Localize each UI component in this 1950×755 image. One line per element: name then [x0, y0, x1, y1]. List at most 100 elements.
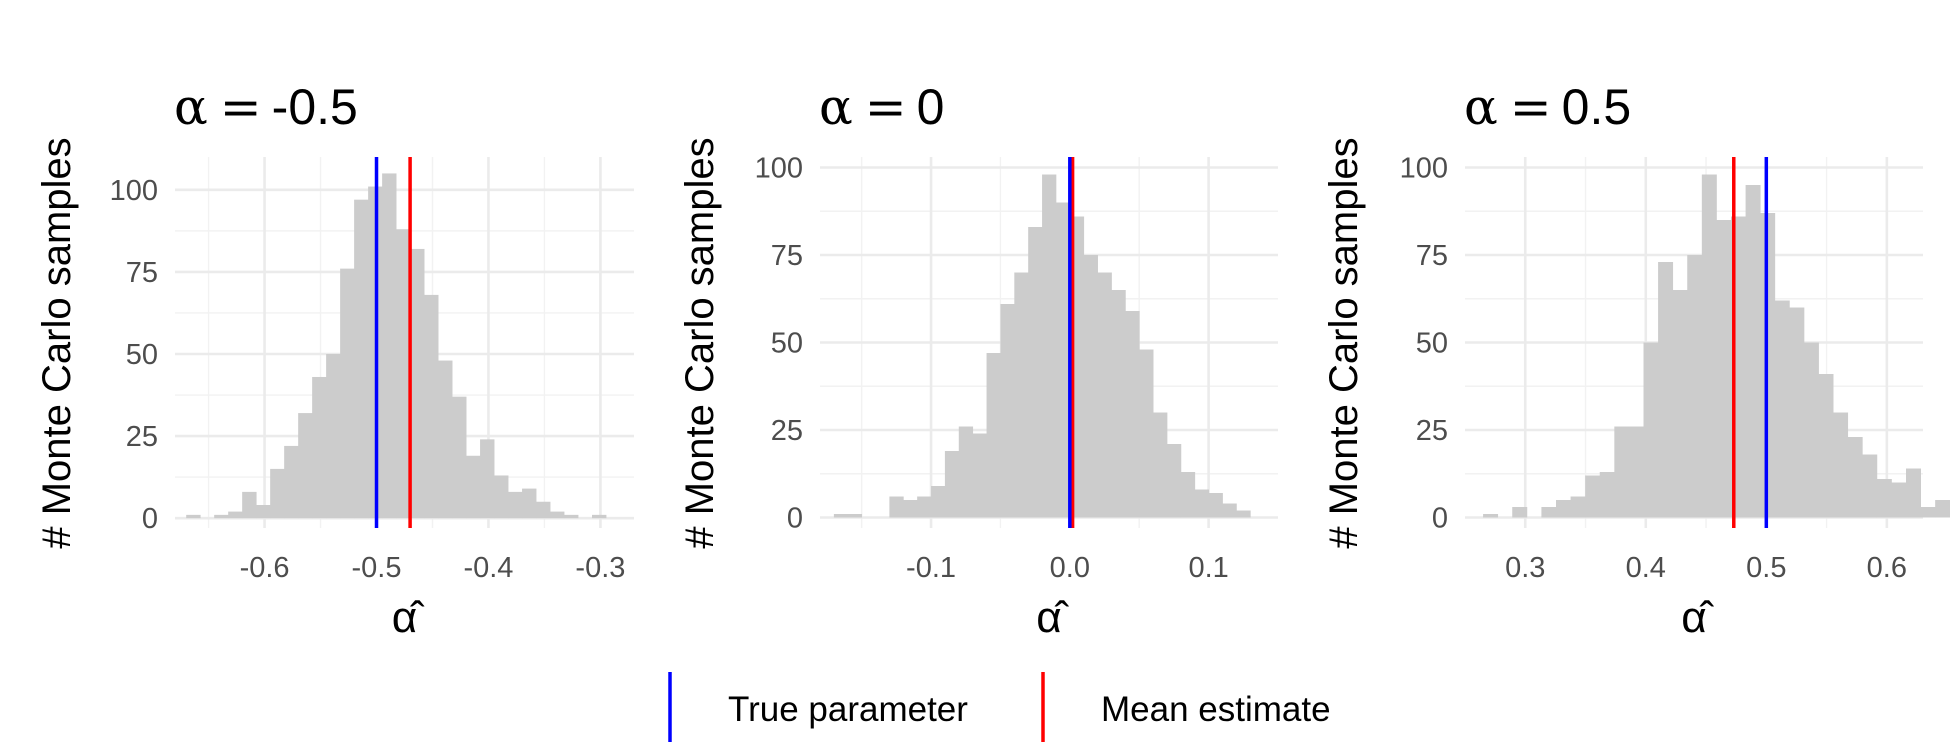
x-tick-label: 0.3 [1505, 552, 1545, 584]
y-tick-label: 100 [1400, 153, 1448, 185]
histogram-bar [438, 360, 453, 519]
histogram-bar [1920, 507, 1936, 518]
y-tick-label: 0 [1432, 503, 1448, 535]
histogram-bar [1847, 437, 1863, 518]
histogram-bar [382, 173, 397, 519]
histogram-bar [1833, 412, 1849, 518]
histogram-bar [1643, 342, 1659, 518]
histogram-bar [1585, 475, 1601, 518]
histogram-bar [1512, 507, 1528, 518]
histogram-bar [972, 433, 987, 518]
y-tick-label: 50 [771, 328, 803, 360]
histogram-bar [1701, 174, 1717, 518]
histogram-bar [944, 451, 960, 518]
histogram-bar [931, 486, 946, 518]
histogram-bar [592, 514, 607, 519]
title-equals: = [1510, 78, 1552, 136]
y-tick-label: 25 [1416, 415, 1448, 447]
x-tick-label: 0.1 [1188, 552, 1228, 584]
histogram-bar [1541, 507, 1557, 518]
histogram-bar [917, 496, 932, 518]
y-tick-label: 25 [126, 421, 158, 453]
panel-title: α = 0.5 [1464, 78, 1631, 136]
histogram-bar [1862, 454, 1878, 518]
legend: True parameter Mean estimate [668, 672, 1331, 742]
title-symbol: α [819, 78, 853, 136]
histogram-bar [1222, 503, 1237, 518]
y-tick-label: 50 [126, 339, 158, 371]
title-symbol: α [174, 78, 208, 136]
histogram-bar [1570, 496, 1586, 518]
histogram-bar [1153, 412, 1168, 518]
x-tick-label: -0.3 [575, 552, 625, 584]
histogram-bar [1935, 500, 1950, 518]
histogram-bar [1083, 255, 1098, 518]
histogram-bar [480, 439, 495, 519]
histogram-bar [508, 491, 523, 519]
histogram-bar [1097, 272, 1112, 518]
histogram-bar [522, 488, 537, 519]
x-tick-label: 0.5 [1746, 552, 1786, 584]
y-tick-label: 0 [142, 503, 158, 535]
legend-label-mean-estimate: Mean estimate [1101, 690, 1331, 729]
histogram-bar [494, 475, 509, 519]
x-tick-label: -0.1 [906, 552, 956, 584]
title-value: 0 [917, 79, 945, 135]
histogram-bar [1042, 174, 1057, 518]
y-tick-label: 75 [1416, 240, 1448, 272]
histogram-bar [1745, 185, 1761, 518]
histogram-bar [1906, 468, 1921, 518]
histogram-bar [466, 455, 481, 519]
panel-title: α = -0.5 [174, 78, 358, 136]
histogram-bar [1789, 307, 1805, 518]
histogram-bar [1028, 227, 1043, 518]
histogram-bar [564, 514, 579, 519]
histogram-bar [536, 501, 551, 519]
legend-label-true-parameter: True parameter [728, 690, 968, 729]
histogram-bar [833, 514, 849, 518]
histogram-bar [312, 376, 327, 519]
histogram-bar [1628, 426, 1644, 518]
histogram-bar [256, 505, 271, 519]
histogram-bar [1055, 202, 1071, 518]
histogram-bar [410, 248, 425, 519]
histogram-bar [1658, 262, 1674, 518]
panel-title: α = 0 [819, 78, 944, 136]
histogram-bar [1180, 472, 1196, 518]
x-tick-label: 0.6 [1867, 552, 1907, 584]
x-tick-label: 0.4 [1626, 552, 1666, 584]
y-tick-label: 25 [771, 415, 803, 447]
histogram-bar [340, 268, 355, 519]
histogram-bar [1774, 300, 1790, 518]
histogram-bar [1166, 444, 1182, 518]
x-axis-title: α̂ [1036, 593, 1069, 642]
x-axis-title: α̂ [392, 593, 425, 642]
histogram-bar [228, 511, 243, 519]
y-tick-label: 75 [126, 257, 158, 289]
title-value: 0.5 [1562, 79, 1632, 135]
histogram-bar [186, 514, 201, 519]
histogram-bar [958, 426, 974, 518]
histogram-bar [889, 496, 904, 518]
x-tick-label: 0.0 [1050, 552, 1090, 584]
histogram-bar [1687, 255, 1703, 518]
histogram-bar [396, 229, 411, 519]
histogram-bar [214, 514, 229, 519]
histogram-bar [1555, 500, 1571, 518]
title-symbol: α [1464, 78, 1498, 136]
y-axis-title: # Monte Carlo samples [678, 137, 722, 548]
histogram-bar [1125, 311, 1140, 518]
y-tick-label: 50 [1416, 328, 1448, 360]
y-tick-label: 0 [787, 503, 803, 535]
histogram-bar [903, 500, 918, 518]
y-tick-label: 75 [771, 240, 803, 272]
histogram-bar [242, 491, 257, 519]
x-tick-label: -0.4 [463, 552, 513, 584]
histogram-bar [1139, 349, 1154, 518]
histogram-bar [284, 445, 299, 519]
